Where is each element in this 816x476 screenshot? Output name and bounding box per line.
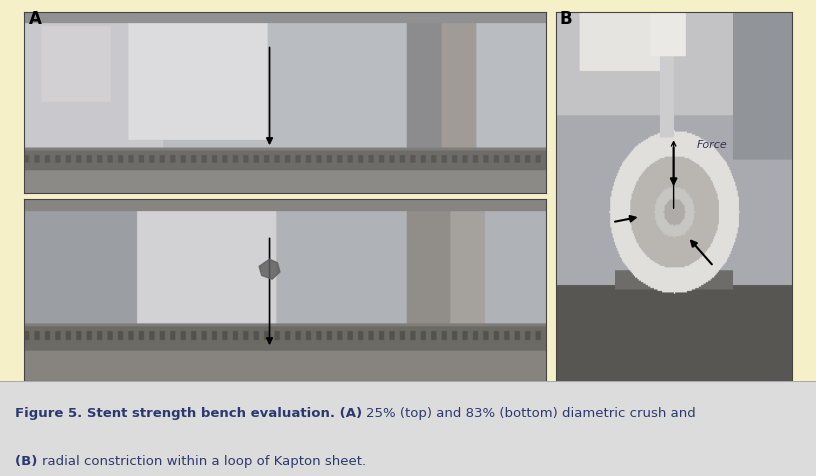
Text: (B): (B)	[15, 455, 42, 468]
Text: A: A	[29, 10, 42, 28]
Polygon shape	[259, 259, 280, 279]
Text: Figure 5. Stent strength bench evaluation. (A): Figure 5. Stent strength bench evaluatio…	[15, 407, 366, 420]
Text: 25% (top) and 83% (bottom) diametric crush and: 25% (top) and 83% (bottom) diametric cru…	[366, 407, 696, 420]
Text: Force: Force	[697, 139, 728, 150]
Text: B: B	[560, 10, 572, 28]
Text: radial constriction within a loop of Kapton sheet.: radial constriction within a loop of Kap…	[42, 455, 366, 468]
